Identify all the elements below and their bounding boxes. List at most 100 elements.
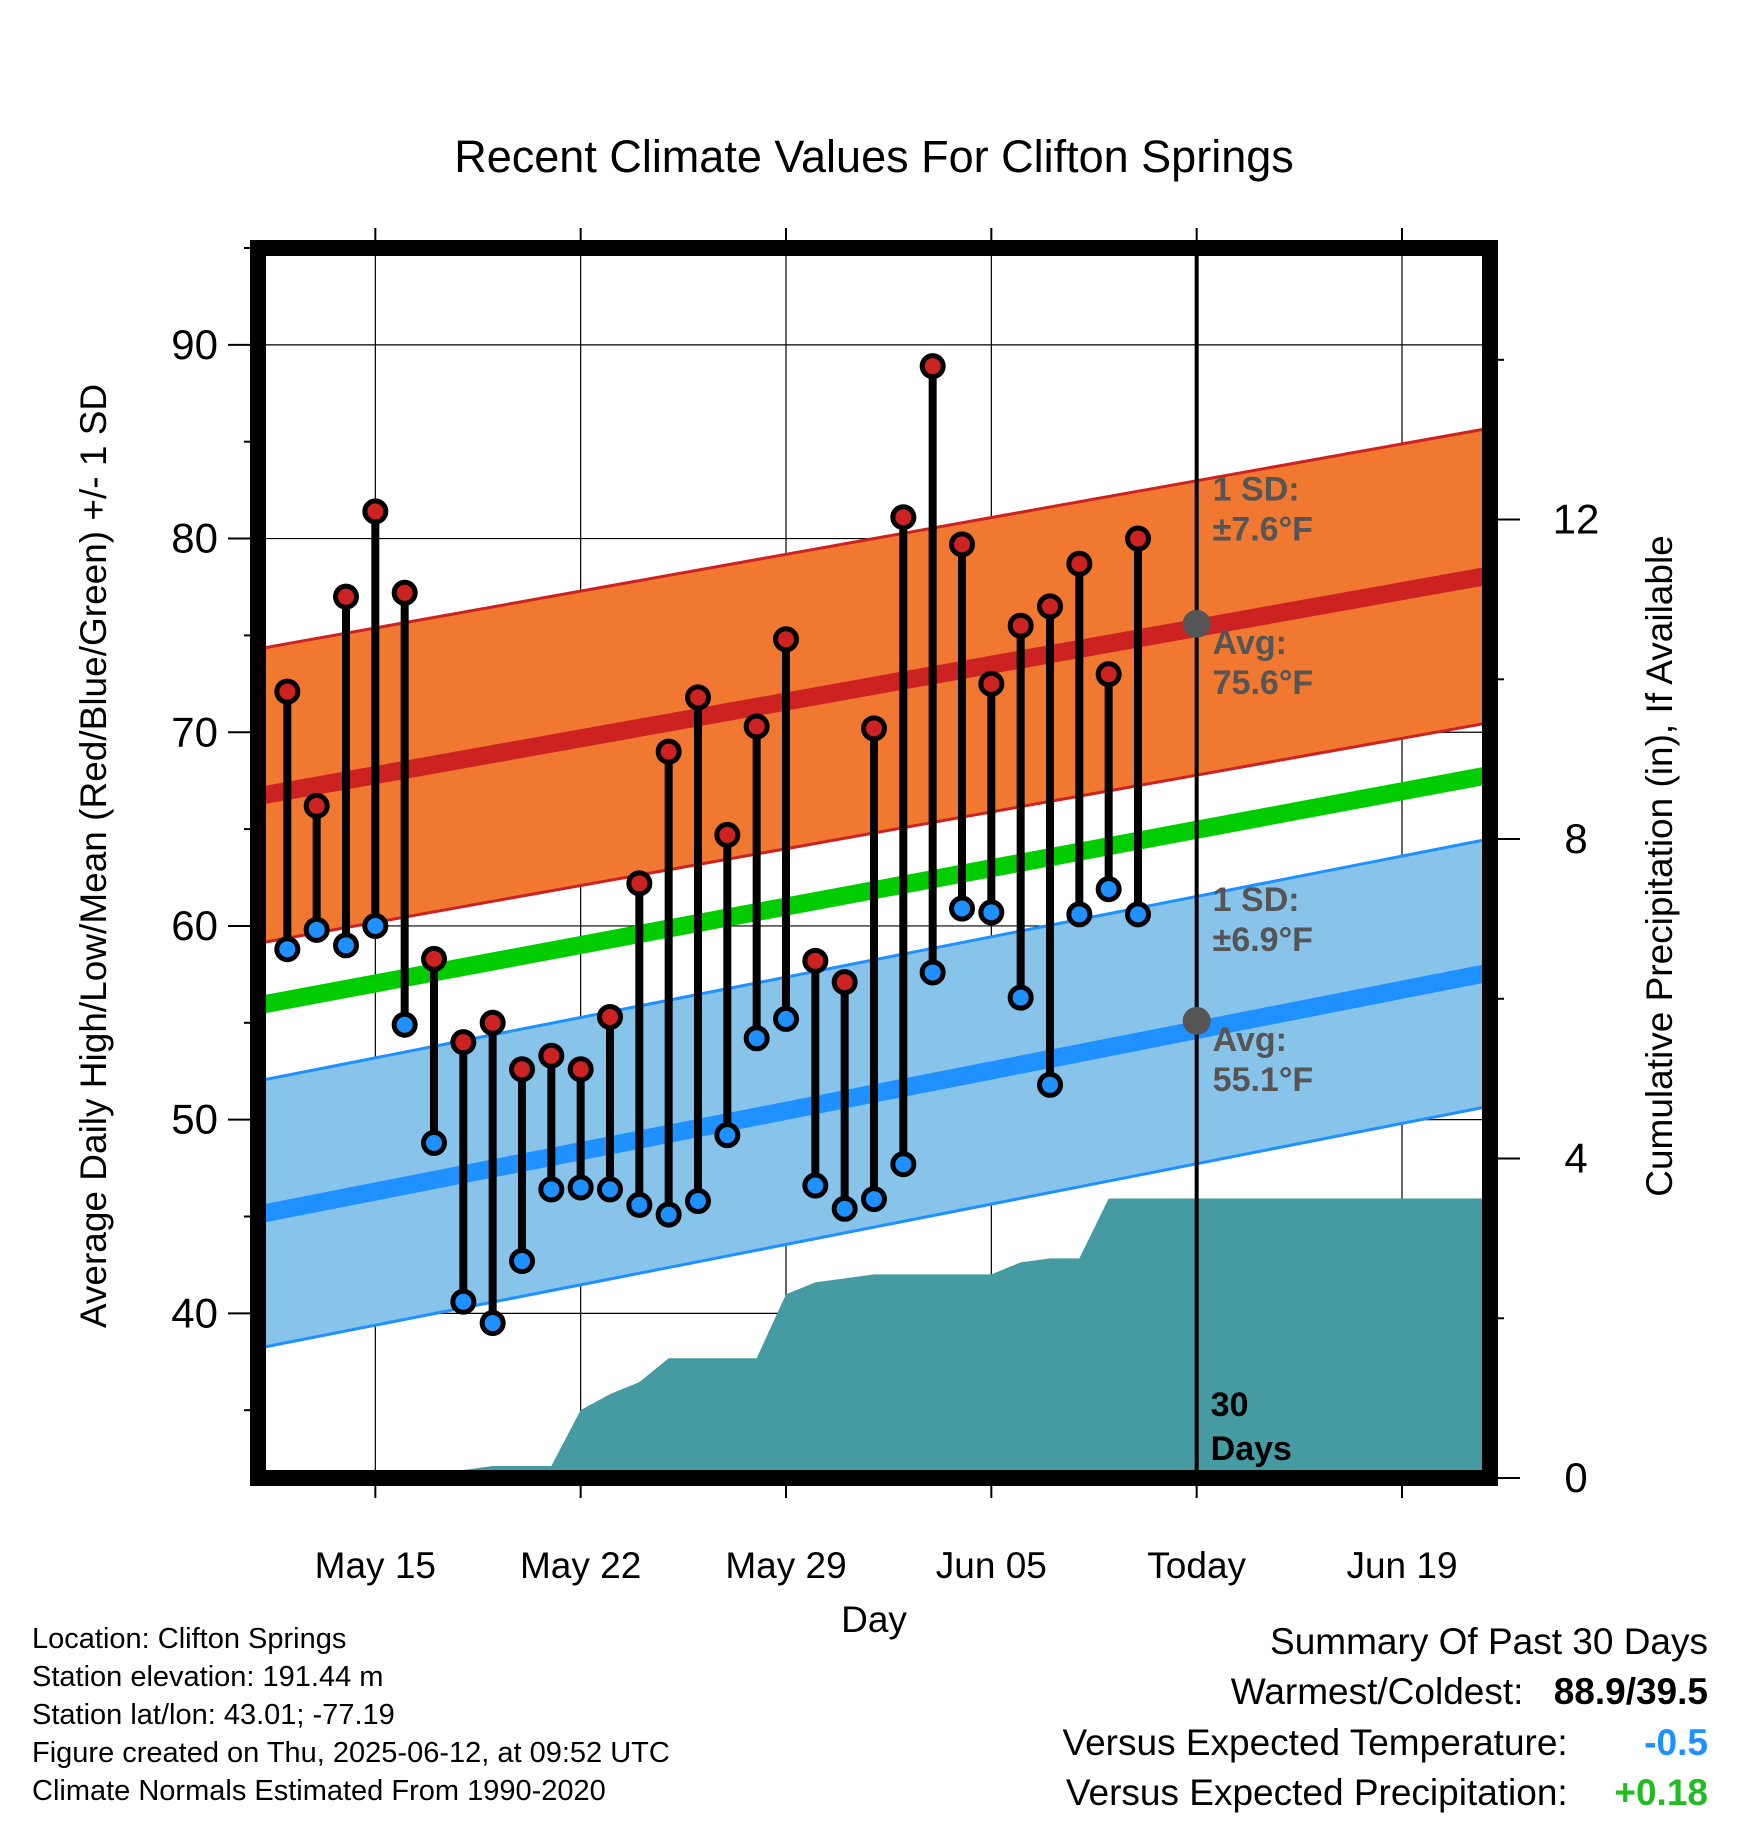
daily-low-point	[479, 1310, 506, 1337]
y2-axis-label: Cumulative Precipitation (in), If Availa…	[1639, 535, 1680, 1197]
daily-high-point	[362, 498, 389, 525]
daily-low-point	[567, 1174, 594, 1201]
daily-low-point	[890, 1151, 917, 1178]
high-band-upper-edge	[257, 426, 1491, 651]
cumulative-precip-area	[258, 1198, 1490, 1478]
precip-label: Versus Expected Precipitation:	[1065, 1772, 1568, 1813]
daily-high-point	[479, 1009, 506, 1036]
normal-high-line	[256, 566, 1492, 806]
daily-high-point	[802, 947, 829, 974]
daily-low-point	[1007, 984, 1034, 1011]
y-tick-label: 60	[171, 902, 218, 949]
summary-title: Summary Of Past 30 Days	[1270, 1621, 1708, 1662]
daily-low-point	[1095, 876, 1122, 903]
daily-low-point	[949, 895, 975, 922]
daily-low-point	[597, 1176, 623, 1203]
daily-low-point	[655, 1201, 682, 1228]
station-info: Location: Clifton Springs Station elevat…	[32, 1620, 670, 1810]
daily-high-point	[421, 945, 447, 972]
daily-low-point	[509, 1248, 535, 1275]
plot-area: 1 SD: ±7.6°F Avg: 75.6°F 1 SD: ±6.9°F Avg: 55.1…	[171, 228, 1599, 1586]
daily-high-point	[949, 531, 975, 558]
daily-high-point	[391, 579, 418, 606]
daily-high-point	[714, 821, 741, 848]
latlon-text: Station lat/lon: 43.01; -77.19	[32, 1699, 395, 1731]
low-sd-annotation: 1 SD: ±6.9°F	[1213, 881, 1313, 959]
daily-low-point	[919, 959, 946, 986]
daily-high-point	[597, 1003, 623, 1030]
daily-high-point	[450, 1029, 477, 1056]
x-tick-label: May 15	[315, 1545, 436, 1586]
daily-low-point	[626, 1191, 653, 1218]
y2-tick-label: 12	[1553, 496, 1600, 543]
daily-low-point	[421, 1129, 447, 1156]
daily-low-point	[861, 1186, 887, 1213]
daily-low-point	[773, 1005, 799, 1032]
low-avg-annotation: Avg: 55.1°F	[1213, 1021, 1314, 1099]
daily-high-point	[919, 353, 946, 380]
daily-low-point	[333, 932, 359, 959]
daily-high-point	[274, 678, 301, 705]
daily-low-point	[538, 1176, 565, 1203]
x-tick-label: Jun 05	[936, 1545, 1047, 1586]
daily-high-point	[567, 1056, 594, 1083]
daily-high-point	[1037, 593, 1063, 620]
daily-low-point	[802, 1172, 829, 1199]
daily-low-point	[743, 1025, 770, 1052]
daily-low-point	[1066, 901, 1093, 928]
daily-low-point	[714, 1122, 741, 1149]
warmest-label: Warmest/Coldest:	[1230, 1671, 1524, 1712]
y-tick-label: 50	[171, 1096, 218, 1143]
summary-warmest-row: Warmest/Coldest: 88.9/39.5	[1062, 1666, 1708, 1718]
daily-high-point	[685, 684, 711, 711]
daily-high-point	[1007, 612, 1034, 639]
daily-high-point	[743, 713, 770, 740]
daily-high-point	[861, 715, 887, 742]
x-tick-label: Today	[1147, 1545, 1246, 1586]
summary-temp-row: Versus Expected Temperature: -0.5	[1062, 1718, 1708, 1768]
daily-high-point	[1095, 661, 1122, 688]
daily-high-point	[509, 1056, 535, 1083]
daily-high-point	[1066, 550, 1093, 577]
daily-low-point	[391, 1011, 418, 1038]
today-normal-high-marker	[1182, 609, 1211, 638]
y-tick-label: 70	[171, 708, 218, 755]
daily-high-point	[655, 738, 682, 765]
daily-high-point	[333, 583, 359, 610]
daily-low-point	[362, 912, 389, 939]
precip-value: +0.18	[1614, 1772, 1708, 1813]
daily-low-point	[685, 1188, 711, 1215]
y-axis-label: Average Daily High/Low/Mean (Red/Blue/Gr…	[73, 384, 114, 1328]
period-label: 30 Days	[1211, 1386, 1292, 1468]
daily-high-point	[1125, 525, 1151, 552]
normals-text: Climate Normals Estimated From 1990-2020	[32, 1775, 606, 1807]
warmest-value: 88.9/39.5	[1553, 1671, 1708, 1712]
created-text: Figure created on Thu, 2025-06-12, at 09…	[32, 1737, 670, 1769]
daily-high-point	[890, 504, 917, 531]
y2-tick-label: 4	[1564, 1135, 1587, 1182]
temp-label: Versus Expected Temperature:	[1062, 1722, 1568, 1763]
y-tick-label: 40	[171, 1289, 218, 1336]
x-axis-label: Day	[841, 1599, 907, 1640]
high-avg-annotation: Avg: 75.6°F	[1213, 624, 1314, 702]
daily-high-point	[978, 670, 1005, 697]
temp-value: -0.5	[1644, 1722, 1708, 1763]
summary-precip-row: Versus Expected Precipitation: +0.18	[1062, 1768, 1708, 1818]
daily-high-point	[626, 870, 653, 897]
plot-frame	[250, 240, 1498, 1486]
daily-high-point	[303, 792, 330, 819]
daily-low-point	[303, 916, 330, 943]
x-tick-label: May 29	[725, 1545, 846, 1586]
y2-tick-label: 0	[1564, 1454, 1587, 1501]
elevation-text: Station elevation: 191.44 m	[32, 1661, 384, 1693]
daily-low-point	[978, 899, 1005, 926]
x-tick-label: Jun 19	[1346, 1545, 1457, 1586]
y-tick-label: 80	[171, 515, 218, 562]
daily-high-point	[773, 626, 799, 653]
today-normal-low-marker	[1182, 1006, 1211, 1035]
daily-high-point	[831, 969, 858, 996]
daily-low-point	[831, 1195, 858, 1222]
x-tick-label: May 22	[520, 1545, 641, 1586]
location-text: Location: Clifton Springs	[32, 1623, 347, 1655]
